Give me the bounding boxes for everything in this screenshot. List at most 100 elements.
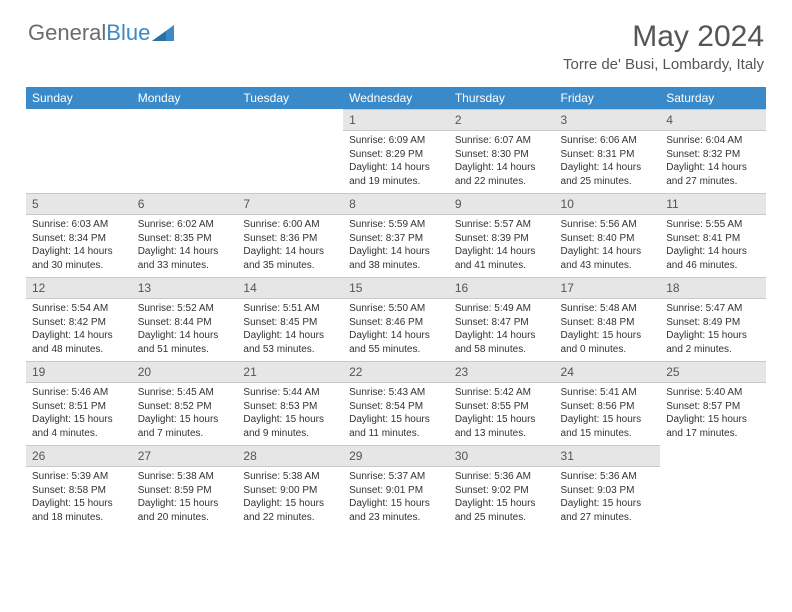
day-number: 9 (449, 193, 555, 215)
sunrise-line: Sunrise: 5:59 AM (349, 218, 443, 232)
logo-text-blue: Blue (106, 20, 150, 46)
weekday-saturday: Saturday (660, 87, 766, 109)
day-cell: 15Sunrise: 5:50 AMSunset: 8:46 PMDayligh… (343, 277, 449, 361)
day-content: Sunrise: 5:41 AMSunset: 8:56 PMDaylight:… (555, 383, 661, 444)
day-number: 10 (555, 193, 661, 215)
day-content: Sunrise: 5:37 AMSunset: 9:01 PMDaylight:… (343, 467, 449, 528)
sunset-line: Sunset: 8:48 PM (561, 316, 655, 330)
day-number-empty (237, 109, 343, 129)
week-row: 5Sunrise: 6:03 AMSunset: 8:34 PMDaylight… (26, 193, 766, 277)
day-content: Sunrise: 5:50 AMSunset: 8:46 PMDaylight:… (343, 299, 449, 360)
calendar-body: 1Sunrise: 6:09 AMSunset: 8:29 PMDaylight… (26, 109, 766, 529)
day-content: Sunrise: 5:45 AMSunset: 8:52 PMDaylight:… (132, 383, 238, 444)
weekday-tuesday: Tuesday (237, 87, 343, 109)
daylight-line: Daylight: 14 hours and 48 minutes. (32, 329, 126, 356)
sunset-line: Sunset: 8:29 PM (349, 148, 443, 162)
day-cell: 3Sunrise: 6:06 AMSunset: 8:31 PMDaylight… (555, 109, 661, 193)
day-number: 16 (449, 277, 555, 299)
daylight-line: Daylight: 14 hours and 19 minutes. (349, 161, 443, 188)
sunset-line: Sunset: 9:03 PM (561, 484, 655, 498)
daylight-line: Daylight: 14 hours and 35 minutes. (243, 245, 337, 272)
day-cell: 31Sunrise: 5:36 AMSunset: 9:03 PMDayligh… (555, 445, 661, 529)
day-number: 1 (343, 109, 449, 131)
daylight-line: Daylight: 14 hours and 30 minutes. (32, 245, 126, 272)
day-cell: 14Sunrise: 5:51 AMSunset: 8:45 PMDayligh… (237, 277, 343, 361)
day-content: Sunrise: 5:38 AMSunset: 8:59 PMDaylight:… (132, 467, 238, 528)
day-content: Sunrise: 5:54 AMSunset: 8:42 PMDaylight:… (26, 299, 132, 360)
day-cell: 5Sunrise: 6:03 AMSunset: 8:34 PMDaylight… (26, 193, 132, 277)
sunset-line: Sunset: 8:57 PM (666, 400, 760, 414)
day-content: Sunrise: 5:36 AMSunset: 9:02 PMDaylight:… (449, 467, 555, 528)
month-title: May 2024 (563, 20, 764, 54)
daylight-line: Daylight: 14 hours and 46 minutes. (666, 245, 760, 272)
day-content: Sunrise: 5:56 AMSunset: 8:40 PMDaylight:… (555, 215, 661, 276)
day-cell: 1Sunrise: 6:09 AMSunset: 8:29 PMDaylight… (343, 109, 449, 193)
daylight-line: Daylight: 15 hours and 20 minutes. (138, 497, 232, 524)
day-cell (132, 109, 238, 193)
sunrise-line: Sunrise: 5:47 AM (666, 302, 760, 316)
sunset-line: Sunset: 8:54 PM (349, 400, 443, 414)
sunrise-line: Sunrise: 5:50 AM (349, 302, 443, 316)
day-number: 28 (237, 445, 343, 467)
sunrise-line: Sunrise: 6:07 AM (455, 134, 549, 148)
sunset-line: Sunset: 8:52 PM (138, 400, 232, 414)
sunrise-line: Sunrise: 5:36 AM (455, 470, 549, 484)
daylight-line: Daylight: 15 hours and 22 minutes. (243, 497, 337, 524)
day-number: 14 (237, 277, 343, 299)
day-content: Sunrise: 5:59 AMSunset: 8:37 PMDaylight:… (343, 215, 449, 276)
sunrise-line: Sunrise: 5:54 AM (32, 302, 126, 316)
day-cell (237, 109, 343, 193)
day-number: 11 (660, 193, 766, 215)
day-content: Sunrise: 6:04 AMSunset: 8:32 PMDaylight:… (660, 131, 766, 192)
day-number: 21 (237, 361, 343, 383)
day-content: Sunrise: 6:00 AMSunset: 8:36 PMDaylight:… (237, 215, 343, 276)
daylight-line: Daylight: 14 hours and 43 minutes. (561, 245, 655, 272)
daylight-line: Daylight: 15 hours and 27 minutes. (561, 497, 655, 524)
sunset-line: Sunset: 9:00 PM (243, 484, 337, 498)
daylight-line: Daylight: 14 hours and 38 minutes. (349, 245, 443, 272)
sunrise-line: Sunrise: 5:38 AM (243, 470, 337, 484)
day-cell: 30Sunrise: 5:36 AMSunset: 9:02 PMDayligh… (449, 445, 555, 529)
day-number: 17 (555, 277, 661, 299)
sunset-line: Sunset: 9:01 PM (349, 484, 443, 498)
sunset-line: Sunset: 8:47 PM (455, 316, 549, 330)
sunrise-line: Sunrise: 5:44 AM (243, 386, 337, 400)
day-number: 27 (132, 445, 238, 467)
daylight-line: Daylight: 15 hours and 2 minutes. (666, 329, 760, 356)
day-number: 15 (343, 277, 449, 299)
sunset-line: Sunset: 8:34 PM (32, 232, 126, 246)
day-cell: 13Sunrise: 5:52 AMSunset: 8:44 PMDayligh… (132, 277, 238, 361)
daylight-line: Daylight: 15 hours and 7 minutes. (138, 413, 232, 440)
daylight-line: Daylight: 14 hours and 55 minutes. (349, 329, 443, 356)
sunrise-line: Sunrise: 5:45 AM (138, 386, 232, 400)
daylight-line: Daylight: 15 hours and 11 minutes. (349, 413, 443, 440)
sunrise-line: Sunrise: 5:52 AM (138, 302, 232, 316)
day-number-empty (26, 109, 132, 129)
weekday-monday: Monday (132, 87, 238, 109)
sunrise-line: Sunrise: 6:03 AM (32, 218, 126, 232)
sunset-line: Sunset: 8:45 PM (243, 316, 337, 330)
sunrise-line: Sunrise: 5:48 AM (561, 302, 655, 316)
day-number: 24 (555, 361, 661, 383)
day-content: Sunrise: 5:48 AMSunset: 8:48 PMDaylight:… (555, 299, 661, 360)
day-cell: 4Sunrise: 6:04 AMSunset: 8:32 PMDaylight… (660, 109, 766, 193)
day-content: Sunrise: 5:57 AMSunset: 8:39 PMDaylight:… (449, 215, 555, 276)
sunrise-line: Sunrise: 5:39 AM (32, 470, 126, 484)
sunrise-line: Sunrise: 6:00 AM (243, 218, 337, 232)
weekday-thursday: Thursday (449, 87, 555, 109)
calendar-head: SundayMondayTuesdayWednesdayThursdayFrid… (26, 87, 766, 109)
day-content: Sunrise: 5:39 AMSunset: 8:58 PMDaylight:… (26, 467, 132, 528)
sunrise-line: Sunrise: 5:46 AM (32, 386, 126, 400)
weekday-sunday: Sunday (26, 87, 132, 109)
sunrise-line: Sunrise: 5:42 AM (455, 386, 549, 400)
day-content: Sunrise: 6:03 AMSunset: 8:34 PMDaylight:… (26, 215, 132, 276)
sunset-line: Sunset: 8:31 PM (561, 148, 655, 162)
day-number-empty (132, 109, 238, 129)
sunset-line: Sunset: 8:40 PM (561, 232, 655, 246)
daylight-line: Daylight: 15 hours and 25 minutes. (455, 497, 549, 524)
day-content: Sunrise: 6:09 AMSunset: 8:29 PMDaylight:… (343, 131, 449, 192)
day-number: 23 (449, 361, 555, 383)
day-number: 19 (26, 361, 132, 383)
sunrise-line: Sunrise: 5:38 AM (138, 470, 232, 484)
sunset-line: Sunset: 8:56 PM (561, 400, 655, 414)
